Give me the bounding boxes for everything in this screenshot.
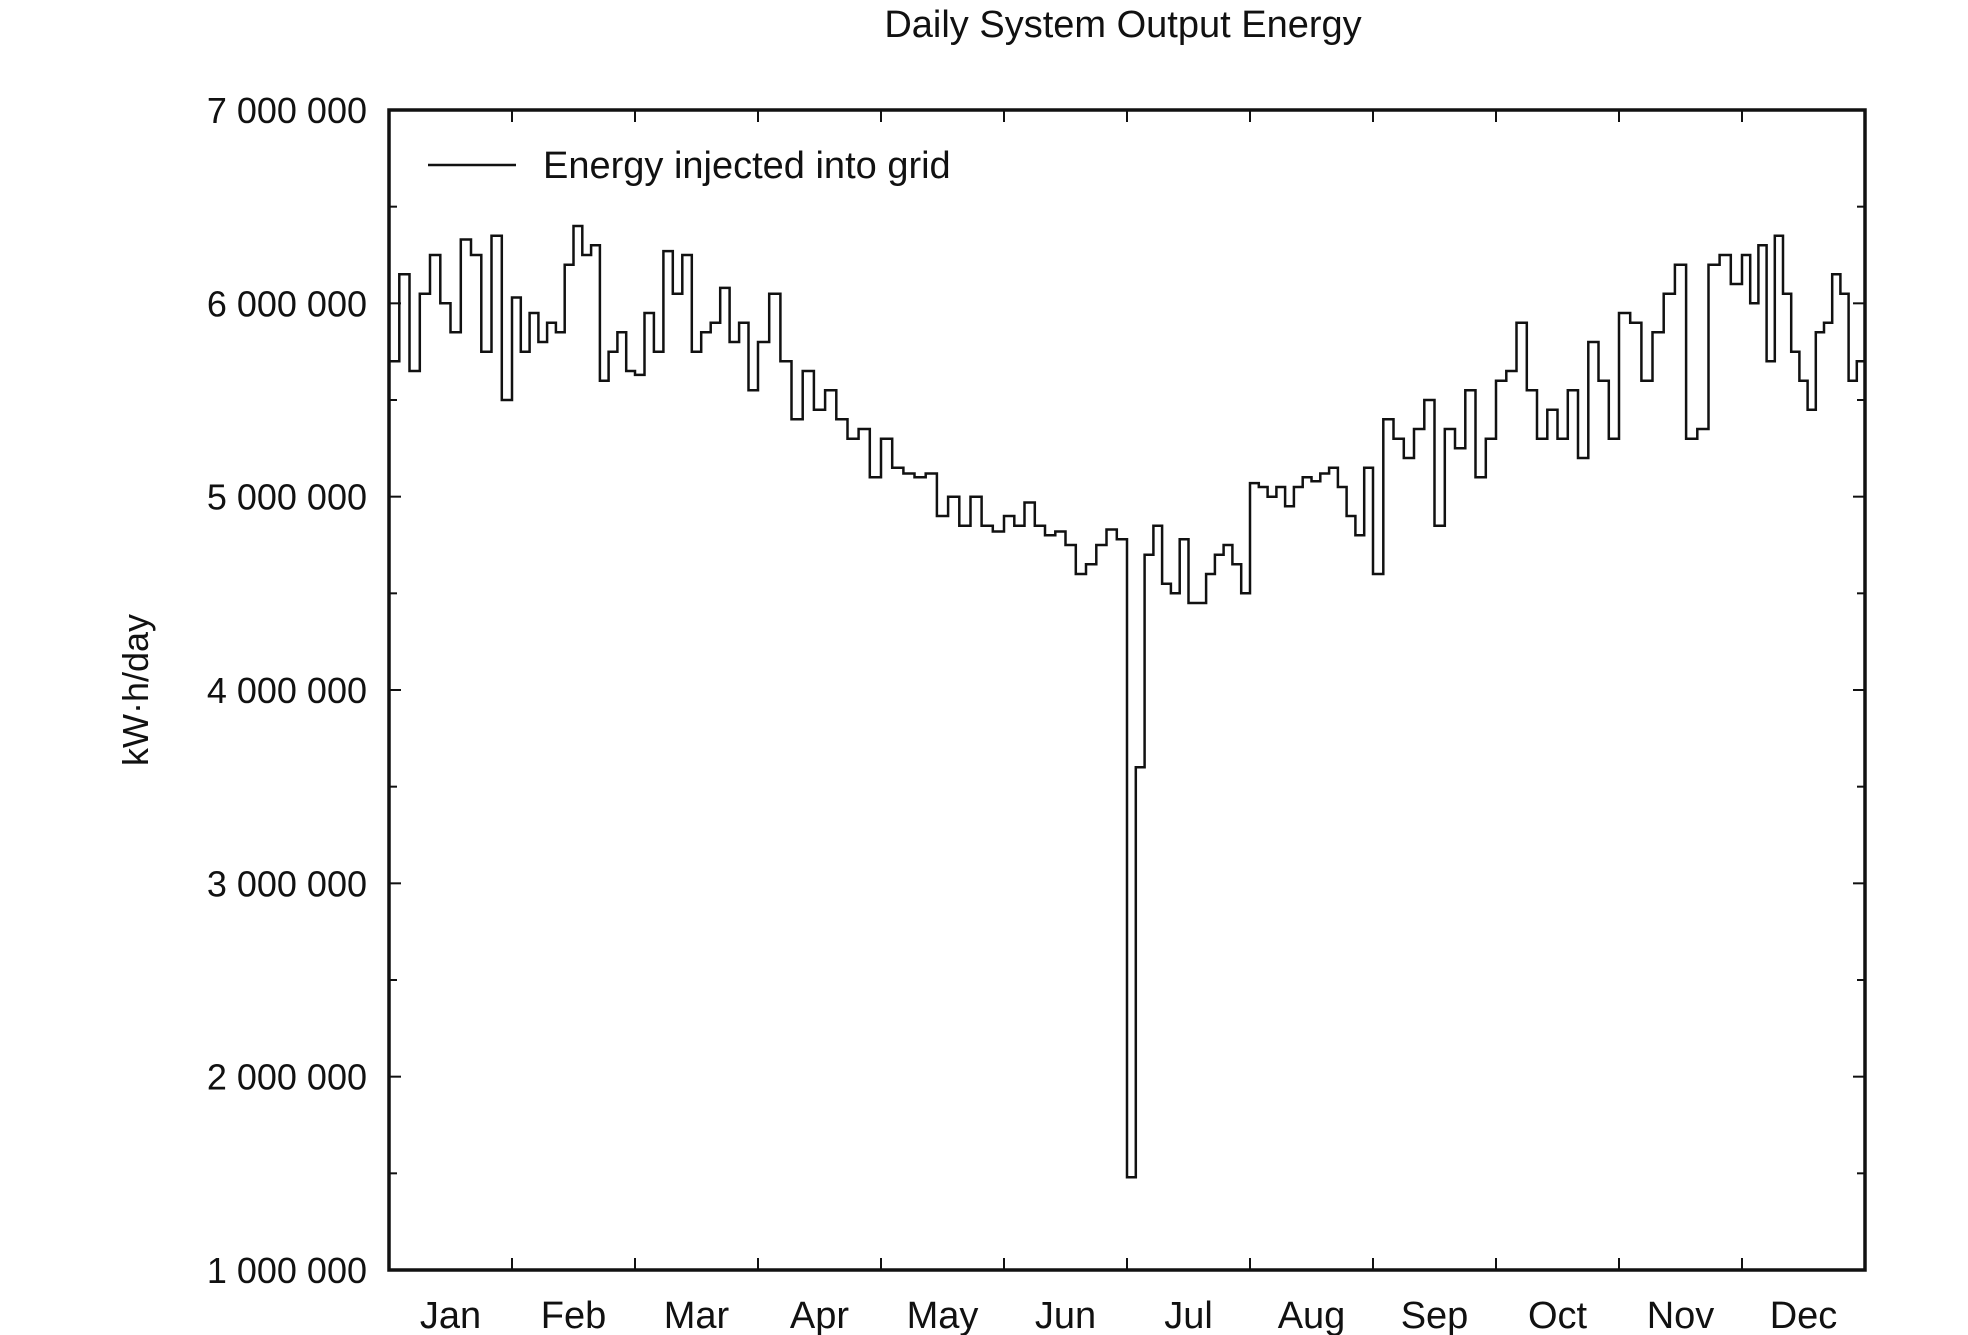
y-tick-label: 5 000 000 [207, 477, 367, 518]
x-tick-label: Aug [1278, 1295, 1346, 1335]
y-tick-label: 6 000 000 [207, 283, 367, 324]
x-tick-label: Apr [790, 1295, 849, 1335]
x-tick-label: Jan [420, 1295, 481, 1335]
x-tick-label: Mar [664, 1295, 730, 1335]
plot-frame [387, 108, 1867, 1272]
x-tick-label: Dec [1770, 1295, 1838, 1335]
legend-label: Energy injected into grid [543, 145, 951, 187]
legend: Energy injected into grid [428, 145, 951, 187]
x-tick-label: Oct [1528, 1295, 1588, 1335]
series-line-energy [389, 224, 1865, 1179]
x-tick-label: Feb [541, 1295, 606, 1335]
x-tick-label: Jun [1035, 1295, 1096, 1335]
x-tick-label: Jul [1164, 1295, 1213, 1335]
y-tick-label: 3 000 000 [207, 863, 367, 904]
x-tick-label: Sep [1401, 1295, 1469, 1335]
y-tick-label: 4 000 000 [207, 670, 367, 711]
y-tick-label: 7 000 000 [207, 90, 367, 131]
y-tick-label: 2 000 000 [207, 1057, 367, 1098]
x-tick-label: May [907, 1295, 979, 1335]
y-tick-label: 1 000 000 [207, 1250, 367, 1291]
y-axis-label: kW·h/day [115, 614, 156, 766]
chart-title: Daily System Output Energy [884, 4, 1361, 46]
x-tick-label: Nov [1647, 1295, 1715, 1335]
